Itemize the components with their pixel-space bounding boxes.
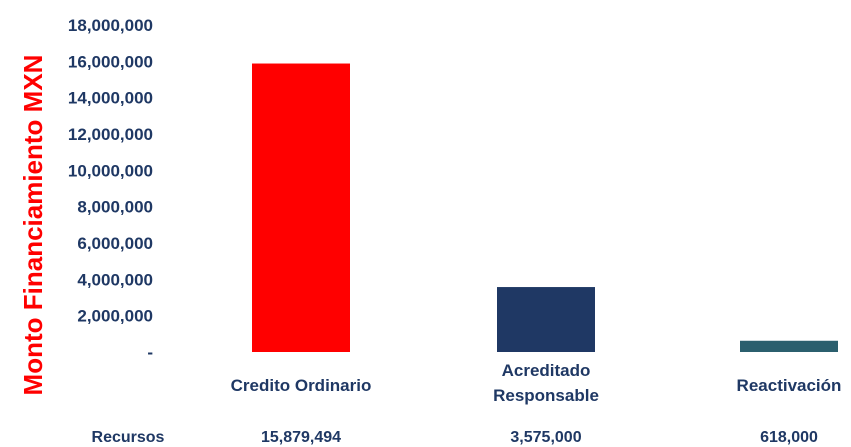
bars bbox=[252, 63, 838, 353]
y-tick-label: 10,000,000 bbox=[68, 161, 153, 180]
category-label: Responsable bbox=[493, 386, 599, 405]
y-tick-label: 2,000,000 bbox=[77, 307, 153, 326]
category-label: Acreditado bbox=[502, 361, 591, 380]
data-table-value: 15,879,494 bbox=[261, 429, 341, 446]
bar bbox=[252, 63, 350, 353]
y-tick-label: 6,000,000 bbox=[77, 234, 153, 253]
category-label: Credito Ordinario bbox=[231, 376, 372, 395]
bar bbox=[497, 287, 595, 352]
category-label: Reactivación bbox=[737, 376, 842, 395]
category-labels: Credito Ordinario Acreditado Responsable Re… bbox=[231, 361, 842, 405]
bar bbox=[740, 340, 838, 352]
data-table: Recursos 15,879,494 3,575,000 618,000 bbox=[92, 429, 818, 446]
y-axis-ticks: - 2,000,000 4,000,000 6,000,000 8,000,000 10,… bbox=[68, 16, 153, 362]
data-table-value: 618,000 bbox=[760, 429, 818, 446]
y-tick-label: 12,000,000 bbox=[68, 125, 153, 144]
data-table-series-name: Recursos bbox=[92, 429, 165, 446]
y-tick-label: 4,000,000 bbox=[77, 270, 153, 289]
y-tick-label: 18,000,000 bbox=[68, 16, 153, 35]
y-tick-label: 8,000,000 bbox=[77, 198, 153, 217]
y-tick-label: 16,000,000 bbox=[68, 52, 153, 71]
y-tick-label: 14,000,000 bbox=[68, 89, 153, 108]
data-table-value: 3,575,000 bbox=[510, 429, 581, 446]
y-tick-label: - bbox=[147, 343, 153, 362]
y-axis-label: Monto Financiamiento MXN bbox=[18, 55, 48, 396]
